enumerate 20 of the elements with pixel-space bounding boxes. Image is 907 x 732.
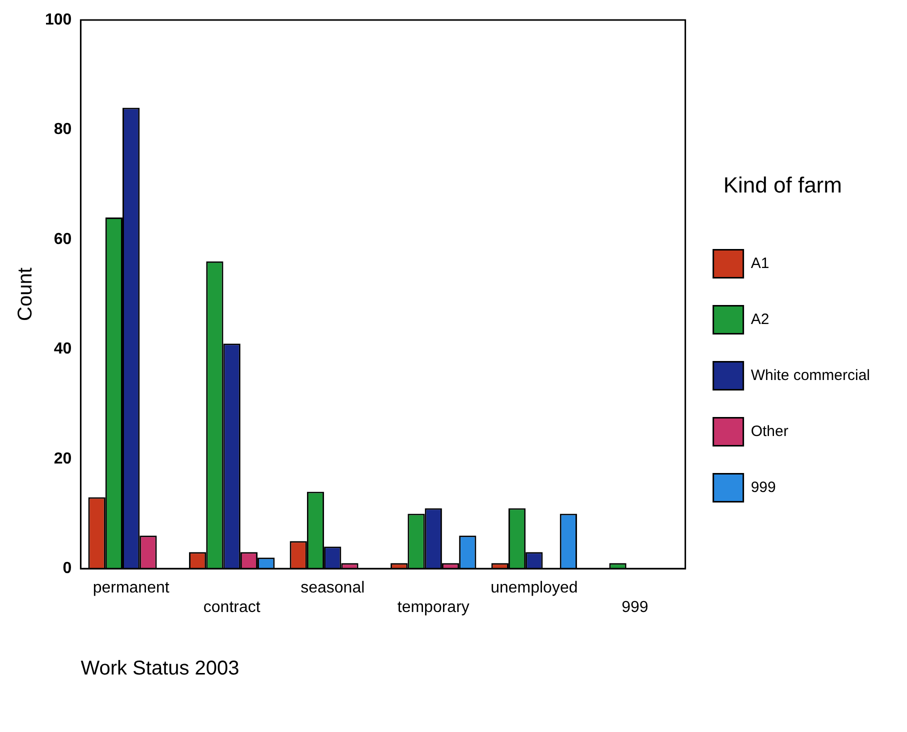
y-tick-label: 80	[54, 121, 72, 138]
x-tick-label: permanent	[92, 580, 170, 597]
x-tick-label: unemployed	[490, 580, 578, 597]
legend-label: A1	[750, 254, 770, 272]
y-tick-label: 60	[54, 230, 72, 248]
y-tick-label: 20	[54, 450, 72, 468]
x-tick-label: 999	[622, 598, 648, 616]
y-tick-label: 0	[62, 560, 72, 578]
legend-label: A2	[750, 310, 770, 328]
legend-title: Kind of farm	[723, 172, 842, 198]
legend-label: 999	[750, 478, 776, 496]
y-tick-label: 40	[54, 340, 72, 358]
x-tick-label: temporary	[397, 598, 470, 616]
legend-label: Other	[750, 422, 788, 440]
x-tick-label: contract	[203, 598, 261, 616]
x-axis-title: Work Status 2003	[80, 658, 240, 680]
legend-label: White commercial	[750, 366, 870, 384]
y-axis-title: Count	[14, 267, 37, 321]
x-tick-label: seasonal	[300, 580, 365, 597]
y-tick-label: 100	[44, 11, 72, 28]
